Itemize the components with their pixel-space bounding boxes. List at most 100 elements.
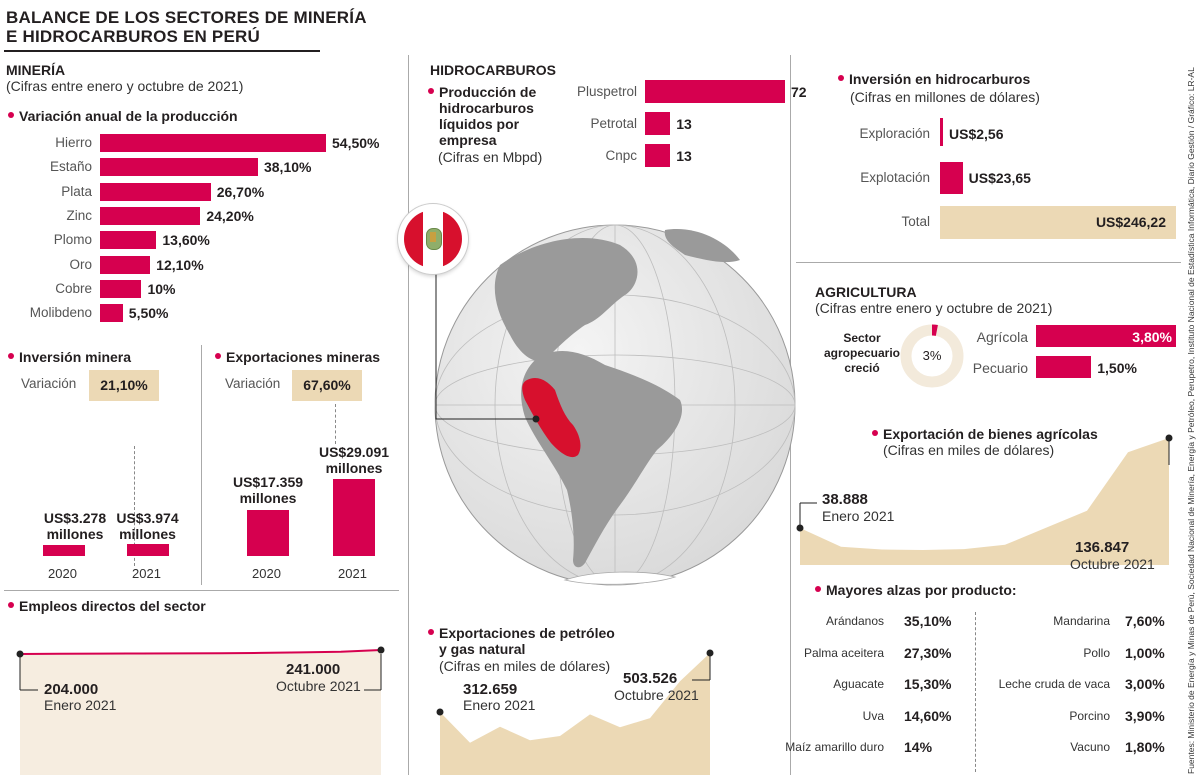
produccion-value-label: 26,70% [216,183,265,200]
globe-graticule [434,224,796,586]
title-rule [4,50,320,52]
empresa-label: Petrotal [590,116,637,131]
divider [4,590,399,591]
alza-product-value: 1,00% [1125,644,1165,661]
inversion-year-2021: 2021 [132,566,161,581]
agri-export-subtitle: (Cifras en miles de dólares) [883,442,1055,458]
petroleo-subtitle: (Cifras en miles de dólares) [439,658,611,674]
globe-map-icon [434,224,796,586]
divider [408,55,409,775]
bullet-icon [428,629,434,636]
agri-category-label: Agrícola [976,329,1028,345]
produccion-bar [100,231,157,250]
petroleo-start-label: Enero 2021 [463,697,536,713]
inversion-minera-title: Inversión minera [8,349,131,365]
inversion-bar [940,162,963,194]
produccion-category-label: Zinc [66,207,92,223]
produccion-category-label: Molibdeno [29,305,92,321]
divider-dashed [335,404,336,444]
inversion-hidrocarburos-bar-chart: Exploración US$2,56 Explotación US$23,65 Tot… [800,110,1180,250]
divider-dashed [134,446,135,566]
empleos-title: Empleos directos del sector [8,598,206,614]
bullet-icon [8,112,14,119]
alzas-left-list: Arándanos 35,10% Palma aceitera 27,30% Aguac… [785,612,981,777]
inversion-2021-bar [127,544,169,556]
divider-dashed [975,612,976,772]
exportaciones-year-2020: 2020 [252,566,281,581]
empresa-label: Pluspetrol [576,84,637,99]
alza-product-value: 14,60% [904,707,952,724]
inversion-category-label: Exploración [859,126,930,141]
inversion-category-label: Total [901,214,930,229]
flag-leader [435,265,536,420]
alza-product-name: Vacuno [1070,740,1110,754]
bullet-icon [8,353,14,360]
greenland-shape [664,229,740,263]
empleos-start-value: 204.000 [44,681,99,698]
source-note: Fuentes: Ministerio de Energía y Minas d… [1186,67,1196,774]
produccion-category-label: Cobre [55,280,92,296]
north-america-shape [494,237,638,362]
alza-product-value: 35,10% [904,613,952,629]
inversion-value-label: US$2,56 [949,126,1004,142]
produccion-bar [100,255,151,274]
alza-product-value: 1,80% [1125,739,1165,755]
page-title: BALANCE DE LOS SECTORES DE MINERÍA E HID… [6,8,367,46]
peru-flag-icon [398,204,468,274]
produccion-bar [100,182,211,201]
agricultura-subtitle: (Cifras entre enero y octubre de 2021) [815,300,1053,316]
empleos-line [19,649,382,655]
alza-product-name: Leche cruda de vaca [998,677,1110,691]
alza-product-name: Aguacate [833,677,884,691]
empresa-bar [645,80,785,103]
agri-category-label: Pecuario [972,360,1028,376]
alza-product-name: Arándanos [825,614,884,628]
bullet-icon [872,430,878,437]
agri-start-value: 38.888 [822,491,868,508]
agri-value-label: 3,80% [1132,329,1172,345]
produccion-value-label: 38,10% [263,159,312,176]
inversion-value-label: US$23,65 [968,170,1031,186]
agri-start-point [796,524,804,532]
agri-end-label: Octubre 2021 [1070,556,1155,572]
bullet-icon [215,353,221,360]
exportaciones-2021-bar [333,479,375,556]
hidrocarburos-title: HIDROCARBUROS [430,62,556,78]
exportaciones-year-2021: 2021 [338,566,367,581]
alza-product-name: Maíz amarillo duro [785,740,884,754]
produccion-bar [100,206,201,225]
produccion-value-label: 13,60% [162,232,210,249]
produccion-bar [100,279,142,298]
exportaciones-2020-bar [247,510,289,556]
inversion-variacion-value: 21,10% [89,370,159,401]
alza-product-name: Palma aceitera [803,645,884,660]
produccion-category-label: Oro [69,256,92,272]
inversion-value-label: US$246,22 [1095,214,1166,230]
empresa-label: Cnpc [605,148,637,163]
inversion-hidrocarburos-subtitle: (Cifras en millones de dólares) [850,89,1040,105]
produccion-value-label: 24,20% [206,207,254,224]
produccion-category-label: Plata [61,183,92,199]
agri-end-point [1165,434,1173,442]
alza-product-name: Uva [862,708,884,723]
agricultura-title: AGRICULTURA [815,284,917,300]
exportaciones-variacion-value: 67,60% [292,370,362,401]
empleos-start-point [16,650,24,658]
agri-end-value: 136.847 [1075,539,1130,556]
empresa-bar [645,112,671,135]
antarctica-shape [563,571,677,585]
agri-export-title: Exportación de bienes agrícolas [872,426,1098,442]
agri-bar [1036,356,1092,378]
bullet-icon [838,75,844,82]
produccion-bar [100,134,326,152]
produccion-bar [100,158,258,177]
alza-product-name: Porcino [1069,708,1110,723]
mineria-title: MINERÍA [6,62,66,78]
petroleo-start-point [436,708,444,716]
inversion-variacion-label: Variación [21,376,77,391]
produccion-bar [100,304,123,323]
agri-value-label: 1,50% [1097,360,1137,376]
alza-product-name: Mandarina [1053,614,1110,628]
petroleo-start-value: 312.659 [463,681,518,698]
bullet-icon [815,586,821,593]
